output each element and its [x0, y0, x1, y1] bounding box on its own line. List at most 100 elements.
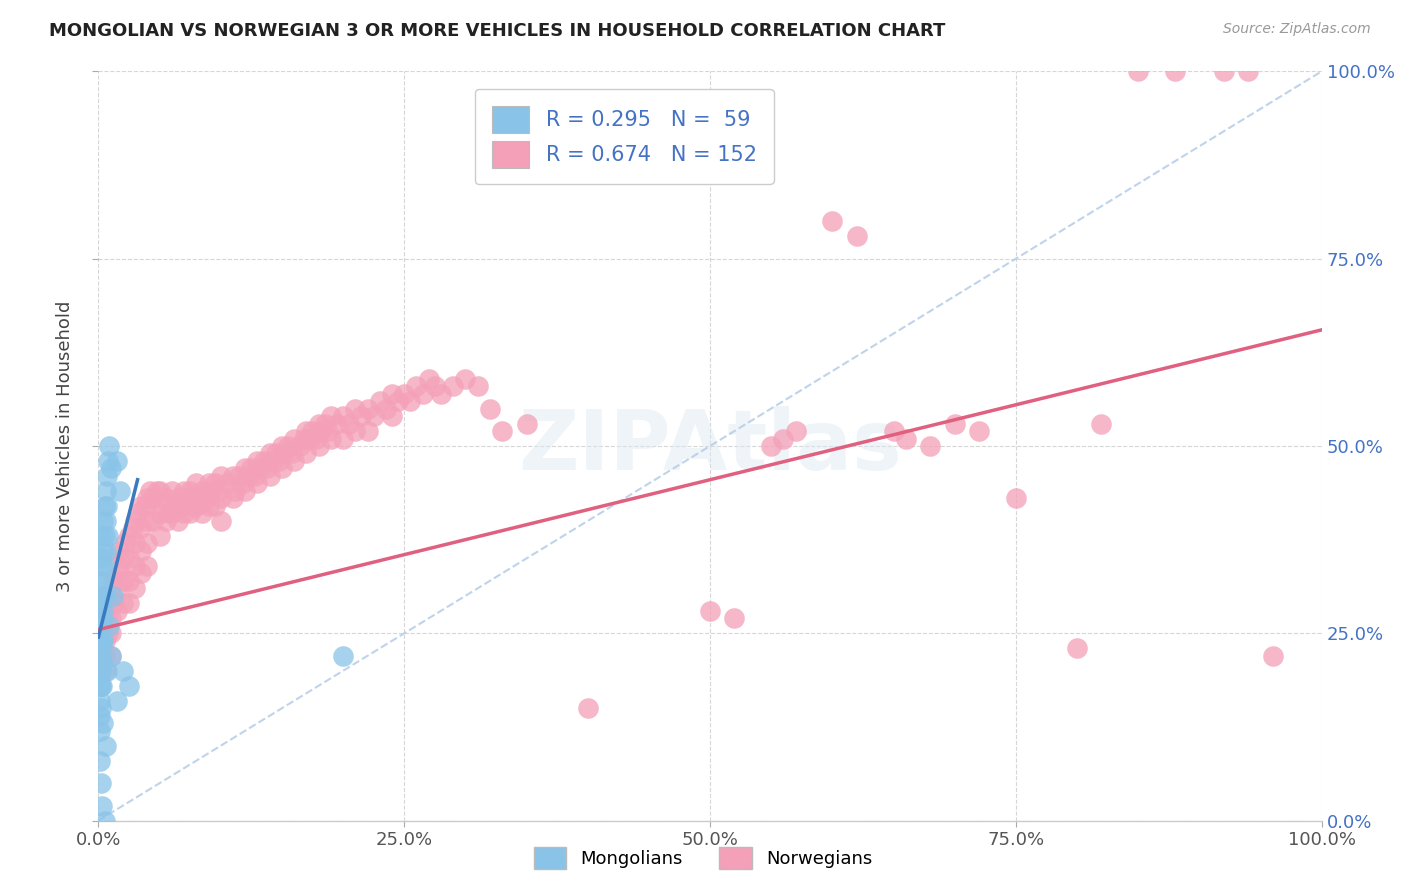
- Point: [821, 214, 844, 228]
- Point: [111, 596, 134, 610]
- Point: [93, 529, 115, 543]
- Point: [170, 499, 193, 513]
- Point: [209, 514, 232, 528]
- Point: [142, 491, 165, 506]
- Point: [319, 409, 342, 423]
- Point: [883, 424, 905, 438]
- Point: [381, 386, 404, 401]
- Point: [93, 619, 115, 633]
- Point: [93, 499, 115, 513]
- Point: [90, 619, 112, 633]
- Text: ZIPAtlas: ZIPAtlas: [517, 406, 903, 486]
- Point: [319, 432, 342, 446]
- Point: [283, 432, 305, 446]
- Point: [91, 604, 114, 618]
- Point: [305, 432, 328, 446]
- Point: [197, 476, 219, 491]
- Point: [1004, 491, 1026, 506]
- Point: [90, 701, 112, 715]
- Point: [167, 514, 190, 528]
- Point: [91, 529, 114, 543]
- Point: [100, 648, 122, 663]
- Point: [91, 679, 114, 693]
- Point: [93, 558, 115, 573]
- Point: [1261, 648, 1284, 663]
- Point: [392, 386, 416, 401]
- Point: [97, 529, 120, 543]
- Point: [101, 589, 124, 603]
- Point: [387, 394, 409, 409]
- Point: [129, 521, 152, 535]
- Point: [167, 491, 190, 506]
- Point: [290, 439, 312, 453]
- Point: [186, 499, 208, 513]
- Point: [93, 633, 115, 648]
- Point: [100, 461, 122, 475]
- Text: MONGOLIAN VS NORWEGIAN 3 OR MORE VEHICLES IN HOUSEHOLD CORRELATION CHART: MONGOLIAN VS NORWEGIAN 3 OR MORE VEHICLE…: [49, 22, 946, 40]
- Point: [91, 574, 114, 588]
- Point: [207, 483, 229, 498]
- Point: [91, 716, 114, 731]
- Point: [89, 589, 111, 603]
- Point: [326, 417, 349, 431]
- Point: [191, 507, 214, 521]
- Point: [91, 611, 114, 625]
- Point: [160, 507, 183, 521]
- Point: [270, 461, 294, 475]
- Point: [121, 521, 143, 535]
- Point: [308, 417, 330, 431]
- Point: [129, 544, 152, 558]
- Point: [136, 514, 159, 528]
- Point: [772, 432, 794, 446]
- Point: [295, 446, 318, 460]
- Point: [97, 626, 120, 640]
- Point: [350, 409, 373, 423]
- Point: [298, 432, 321, 446]
- Point: [256, 461, 278, 475]
- Point: [90, 633, 112, 648]
- Point: [108, 544, 131, 558]
- Point: [209, 491, 232, 506]
- Point: [441, 379, 464, 393]
- Point: [1066, 641, 1088, 656]
- Point: [100, 648, 122, 663]
- Point: [105, 604, 128, 618]
- Point: [173, 483, 195, 498]
- Point: [1128, 64, 1150, 78]
- Point: [157, 507, 180, 521]
- Point: [90, 596, 112, 610]
- Point: [91, 798, 114, 813]
- Point: [91, 657, 114, 671]
- Point: [344, 401, 367, 416]
- Point: [1164, 64, 1187, 78]
- Point: [91, 558, 114, 573]
- Point: [246, 476, 269, 491]
- Point: [91, 633, 114, 648]
- Point: [430, 386, 453, 401]
- Point: [136, 536, 159, 550]
- Point: [222, 469, 245, 483]
- Point: [90, 551, 112, 566]
- Point: [136, 558, 159, 573]
- Point: [209, 469, 232, 483]
- Point: [308, 439, 330, 453]
- Point: [96, 664, 118, 678]
- Point: [89, 694, 111, 708]
- Point: [259, 446, 281, 460]
- Point: [98, 439, 121, 453]
- Point: [118, 529, 141, 543]
- Point: [89, 648, 111, 663]
- Point: [309, 424, 332, 438]
- Point: [264, 446, 287, 460]
- Point: [262, 454, 284, 468]
- Point: [93, 664, 115, 678]
- Point: [149, 529, 172, 543]
- Point: [186, 476, 208, 491]
- Point: [91, 633, 114, 648]
- Point: [179, 507, 201, 521]
- Point: [103, 596, 125, 610]
- Point: [295, 424, 318, 438]
- Point: [89, 679, 111, 693]
- Point: [405, 379, 427, 393]
- Point: [967, 424, 990, 438]
